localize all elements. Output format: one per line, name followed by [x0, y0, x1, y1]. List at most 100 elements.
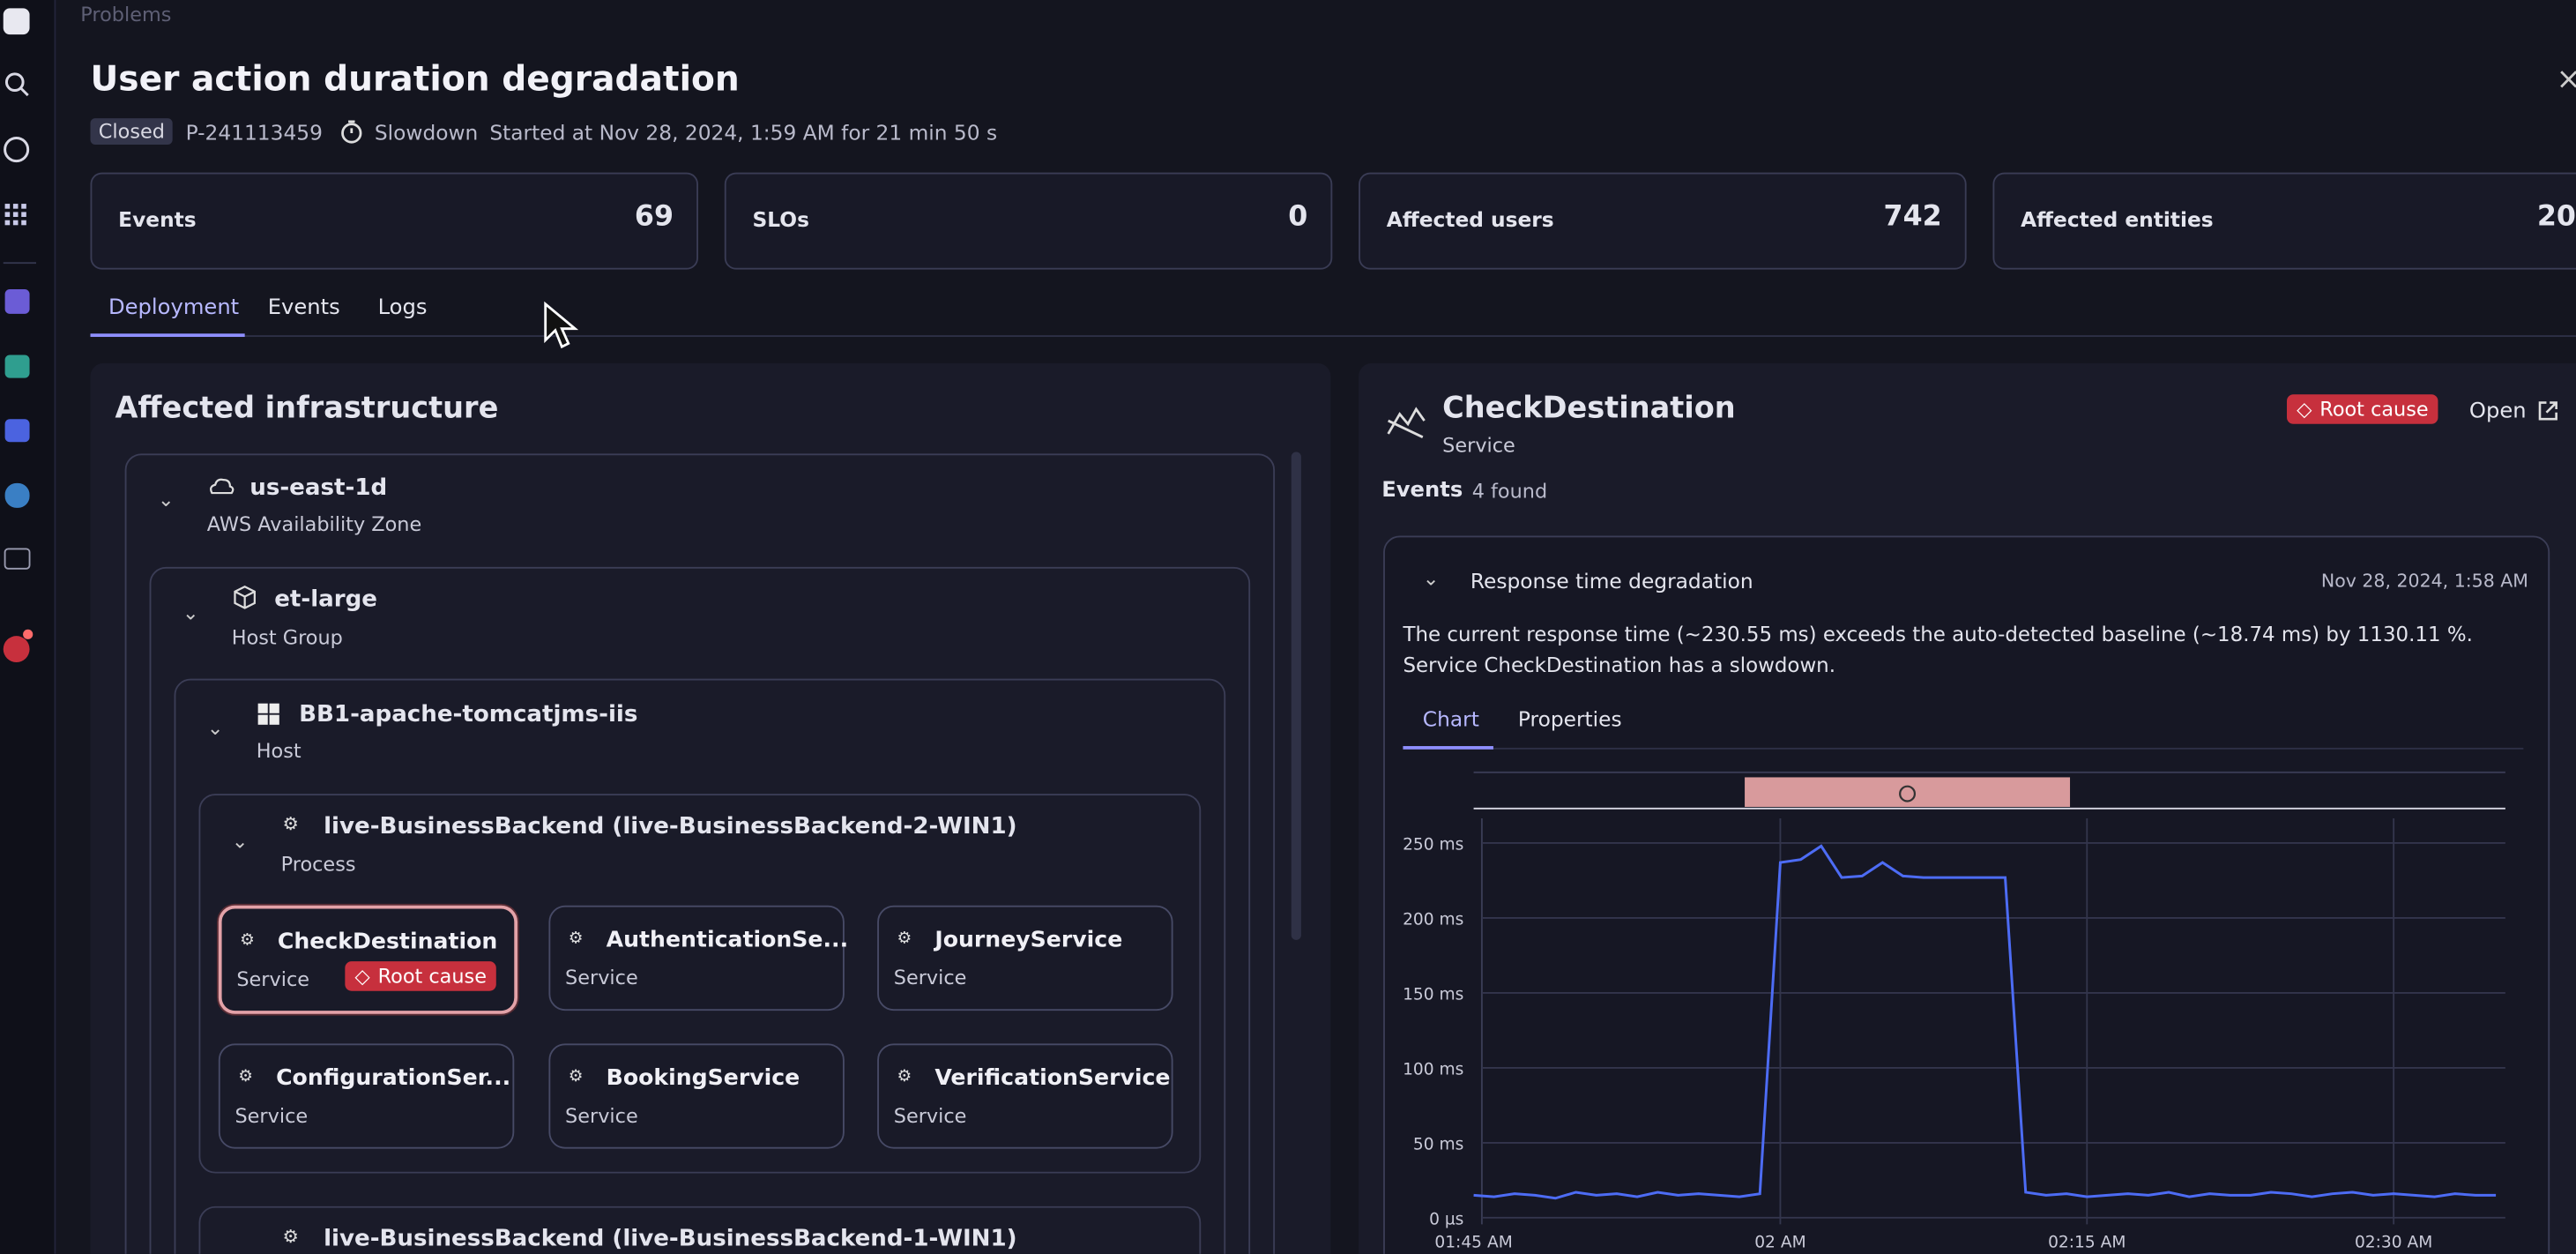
- host-name[interactable]: BB1-apache-tomcatjms-iis: [299, 701, 638, 728]
- tab[interactable]: Events: [267, 295, 340, 321]
- service-card[interactable]: ⚙ CheckDestination Service ◇ Root cause: [218, 905, 518, 1014]
- app-icon[interactable]: [4, 419, 30, 443]
- logo-icon[interactable]: [3, 8, 30, 35]
- tab-underline: [90, 333, 245, 338]
- detail-name[interactable]: CheckDestination: [1442, 391, 1736, 426]
- stat-value: 742: [1883, 200, 1942, 234]
- breadcrumb[interactable]: Problems: [80, 3, 172, 26]
- search-icon[interactable]: [4, 72, 25, 92]
- line-series: [1473, 844, 2497, 1200]
- scrollbar[interactable]: [1291, 452, 1301, 940]
- service-type: Service: [235, 1104, 309, 1128]
- process-box: [198, 794, 1202, 1174]
- mouse-cursor: [544, 301, 578, 349]
- apps-icon[interactable]: [4, 137, 30, 163]
- service-type: Service: [893, 966, 967, 989]
- tab-underline: [1403, 746, 1493, 750]
- service-name: CheckDestination: [277, 928, 498, 955]
- service-card[interactable]: ⚙ ConfigurationSer... Service: [218, 1043, 515, 1149]
- close-button[interactable]: ×: [2557, 63, 2576, 97]
- stat-card: Affected entities 20: [1992, 172, 2576, 270]
- badge-text: Root cause: [2319, 397, 2429, 422]
- process-icon: ⚙: [282, 813, 299, 835]
- zone-name[interactable]: us-east-1d: [249, 474, 388, 502]
- x-tick-label: 02:30 AM: [2355, 1233, 2432, 1251]
- event-description: The current response time (~230.55 ms) e…: [1403, 623, 2473, 677]
- process-name[interactable]: live-BusinessBackend (live-BusinessBacke…: [324, 1226, 1017, 1253]
- stat-label: Events: [118, 206, 197, 232]
- problem-window[interactable]: [1745, 777, 2071, 807]
- side-rail: [0, 0, 56, 1254]
- group-icon: [234, 586, 256, 609]
- y-tick-label: 250 ms: [1403, 835, 1463, 854]
- service-name: JourneyService: [934, 927, 1123, 953]
- tab[interactable]: Logs: [377, 295, 428, 321]
- timer-icon: [341, 120, 362, 144]
- app-icon[interactable]: [4, 355, 30, 378]
- service-type: Service: [565, 966, 638, 989]
- tab[interactable]: Properties: [1517, 706, 1622, 732]
- grid-icon[interactable]: [4, 204, 26, 226]
- x-tick-label: 01:45 AM: [1434, 1233, 1512, 1251]
- service-card[interactable]: ⚙ BookingService Service: [548, 1043, 845, 1149]
- app-icon[interactable]: [4, 482, 30, 508]
- service-card[interactable]: ⚙ AuthenticationSe... Service: [548, 905, 848, 1011]
- service-type: Service: [893, 1104, 967, 1128]
- windows-icon: [257, 703, 279, 725]
- tab[interactable]: Chart: [1422, 706, 1479, 732]
- group-box: [149, 566, 1251, 1254]
- service-type: Service: [565, 1104, 638, 1128]
- stat-value: 0: [1288, 200, 1308, 234]
- rail-icons: [3, 8, 36, 662]
- y-tick-label: 150 ms: [1403, 985, 1463, 1004]
- chevron[interactable]: ⌄: [182, 601, 199, 625]
- service-name: BookingService: [606, 1064, 800, 1092]
- y-tick-label: 200 ms: [1403, 910, 1463, 929]
- y-tick-label: 100 ms: [1403, 1060, 1463, 1079]
- status-badge: Closed: [90, 118, 174, 145]
- chevron[interactable]: ⌄: [231, 830, 249, 854]
- chevron[interactable]: ⌄: [157, 488, 175, 511]
- stat-label: Affected users: [1386, 206, 1554, 232]
- service-icon: ⚙: [897, 1068, 912, 1086]
- event-card: [1383, 535, 2550, 1254]
- app-icon[interactable]: [4, 288, 30, 314]
- open-link[interactable]: Open: [2468, 399, 2527, 424]
- stat-card: Events 69: [90, 172, 698, 270]
- service-icon: ⚙: [568, 929, 584, 949]
- host-type: Host: [256, 739, 302, 763]
- event-time: Nov 28, 2024, 1:58 AM: [2320, 570, 2528, 592]
- process-icon: ⚙: [282, 1226, 299, 1248]
- y-tick-label: 0 µs: [1429, 1210, 1463, 1228]
- stat-value: 20: [2536, 200, 2576, 234]
- host-box: [174, 678, 1226, 1254]
- chevron[interactable]: ⌄: [1422, 566, 1440, 591]
- problem-started: Started at Nov 28, 2024, 1:59 AM for 21 …: [489, 120, 998, 145]
- problems-icon[interactable]: [3, 636, 30, 662]
- root-cause-badge: ◇ Root cause: [2287, 394, 2438, 424]
- y-tick-label: 50 ms: [1413, 1135, 1463, 1153]
- tab[interactable]: Deployment: [108, 295, 240, 321]
- service-name: VerificationService: [934, 1064, 1171, 1092]
- stat-card: Affected users 742: [1359, 172, 1967, 270]
- process-name[interactable]: live-BusinessBackend (live-BusinessBacke…: [324, 813, 1017, 840]
- chevron[interactable]: ⌄: [206, 716, 224, 740]
- service-icon: [1387, 407, 1426, 438]
- event-title[interactable]: Response time degradation: [1470, 568, 1753, 593]
- root-cause-badge: ◇ Root cause: [345, 961, 497, 991]
- group-type: Host Group: [231, 626, 343, 650]
- service-card[interactable]: ⚙ JourneyService Service: [877, 905, 1173, 1011]
- group-name[interactable]: et-large: [274, 586, 377, 614]
- tab-divider: [1403, 747, 2524, 750]
- stat-label: Affected entities: [2021, 206, 2214, 232]
- zone-type: AWS Availability Zone: [206, 512, 422, 536]
- service-card[interactable]: ⚙ VerificationService Service: [877, 1043, 1173, 1149]
- events-count: 4 found: [1471, 480, 1548, 504]
- x-tick-label: 02:15 AM: [2048, 1233, 2126, 1251]
- problem-id: P-241113459: [185, 120, 323, 145]
- open-icon[interactable]: [2536, 399, 2559, 422]
- app-icon[interactable]: [4, 548, 31, 570]
